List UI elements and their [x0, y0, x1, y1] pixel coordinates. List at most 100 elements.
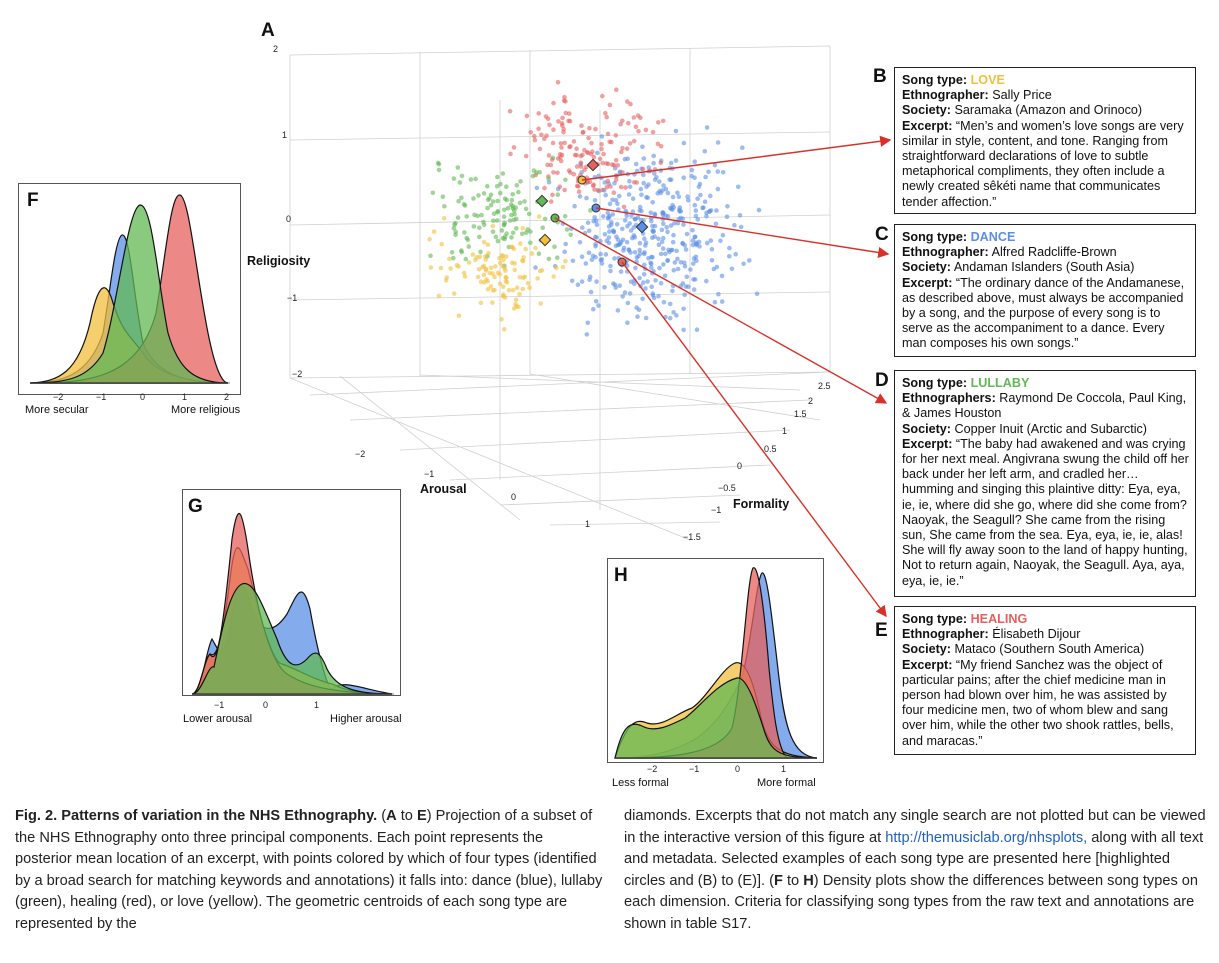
scatter-point [661, 221, 666, 226]
nhsplots-link[interactable]: http://themusiclab.org/nhsplots, [885, 829, 1088, 846]
scatter-point [600, 187, 605, 193]
type-label: Song type: [902, 376, 968, 390]
scatter-point [651, 153, 656, 159]
scatter-point [517, 274, 523, 280]
scatter-point [636, 253, 641, 259]
scatter-point [694, 258, 699, 264]
scatter-point [649, 265, 654, 270]
scatter-point [725, 204, 730, 209]
scatter-point [674, 313, 679, 318]
scatter-point [483, 268, 489, 273]
scatter-point [449, 250, 455, 255]
scatter-point [490, 229, 496, 234]
figure-caption-left: Fig. 2. Patterns of variation in the NHS… [15, 808, 603, 932]
scatter-point [580, 152, 585, 158]
scatter-point [478, 300, 484, 306]
scatter-point [668, 160, 674, 166]
scatter-point [451, 176, 457, 181]
scatter-point [659, 227, 665, 233]
caption-text-2: diamonds. Excerpts that do not match any… [624, 808, 1206, 846]
scatter-point [637, 204, 643, 210]
scatter-point [640, 144, 645, 150]
scatter-point [495, 198, 500, 204]
scatter-point [666, 247, 671, 253]
scatter-point [523, 153, 529, 159]
scatter-point [671, 232, 676, 238]
scatter-point [559, 152, 565, 158]
excerpt-box-love: Song type: LOVE Ethnographer: Sally Pric… [894, 67, 1196, 214]
scatter-point [644, 184, 649, 190]
scatter-point [589, 140, 594, 146]
scatter-point [598, 257, 604, 263]
scatter-point [554, 265, 559, 271]
scatter-point [663, 213, 669, 218]
scatter-point [462, 230, 467, 235]
excerpt-value: “Men’s and women’s love songs are very s… [902, 118, 1184, 209]
scatter-point [562, 140, 567, 146]
scatter-point [681, 327, 686, 333]
scatter-point [550, 140, 556, 146]
scatter-point [747, 258, 752, 263]
scatter-point [550, 192, 555, 198]
scatter-point [675, 266, 681, 272]
density-formality-plot: −2 −1 0 1 Less formal More formal [612, 567, 818, 789]
scatter-point [448, 266, 453, 271]
scatter-point [493, 264, 498, 269]
scatter-point [612, 180, 617, 186]
scatter-point [617, 241, 623, 246]
scatter-point [495, 238, 501, 244]
scatter-point [700, 205, 705, 211]
scatter-point [660, 118, 666, 124]
scatter-point [719, 273, 725, 279]
scatter-point [614, 222, 620, 227]
tick-f-1: 1 [182, 392, 187, 402]
scatter-point [642, 262, 647, 268]
scatter-point [622, 156, 628, 162]
scatter-point [504, 231, 509, 236]
scatter-point [563, 110, 569, 116]
scatter-point [430, 190, 436, 196]
scatter-point [570, 258, 576, 264]
scatter-point [613, 285, 618, 290]
scatter-point [510, 192, 515, 197]
scatter-point [517, 200, 523, 206]
scatter-point [530, 173, 536, 179]
scatter-point [556, 119, 561, 124]
scatter-point [592, 187, 597, 192]
scatter-point [491, 211, 497, 216]
scatter-point [438, 265, 444, 271]
scatter-point [428, 253, 433, 259]
scatter-point [628, 228, 634, 233]
scatter-point [520, 286, 526, 292]
excerpt-value: “My friend Sanchez was the object of par… [902, 657, 1174, 748]
scatter-point [525, 227, 530, 232]
scatter-point [546, 256, 552, 262]
scatter-point [712, 299, 718, 305]
scatter-point [718, 238, 723, 244]
scatter-point [618, 184, 624, 190]
scatter-point [657, 179, 662, 184]
scatter-point [635, 113, 641, 118]
ethnographer-label: Ethnographer: [902, 245, 989, 260]
scatter-point [598, 251, 603, 257]
scatter-point [585, 220, 591, 225]
scatter-point [623, 185, 628, 190]
scatter-point [649, 261, 654, 267]
scatter-point [511, 145, 517, 150]
scatter-point [490, 199, 496, 204]
label-more-secular: More secular [25, 404, 89, 416]
scatter-point [709, 246, 715, 252]
scatter-point [670, 288, 675, 294]
scatter-point [692, 175, 697, 180]
scatter-point [579, 279, 585, 284]
scatter-point [512, 261, 517, 266]
scatter-point [648, 210, 654, 215]
tick-arousal-m1: −1 [424, 469, 434, 479]
scatter-point [720, 232, 726, 238]
tick-formality-m1.5: −1.5 [683, 532, 701, 542]
tick-formality-0.5: 0.5 [764, 444, 777, 454]
scatter-point [672, 220, 677, 226]
tick-formality-2: 2 [808, 396, 813, 406]
figure-caption-right: diamonds. Excerpts that do not match any… [624, 808, 1206, 932]
scatter-point [628, 101, 633, 107]
